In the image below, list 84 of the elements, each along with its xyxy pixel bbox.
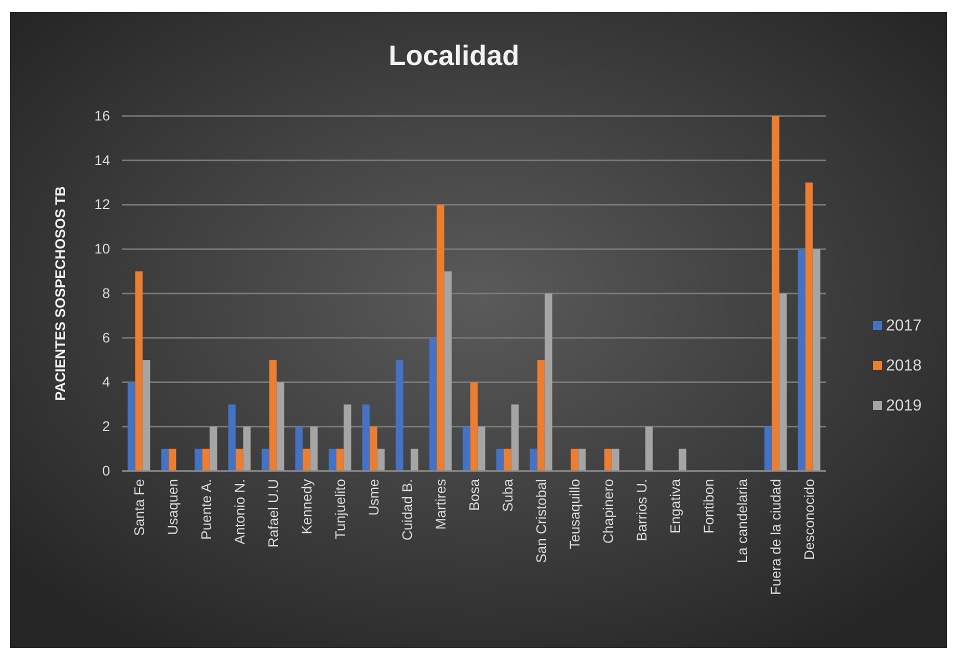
x-tick-label: Martires	[432, 479, 448, 530]
x-tick-label: Fuera de la ciudad	[767, 479, 784, 595]
bar	[470, 382, 478, 471]
bar	[772, 116, 780, 471]
x-tick-label: Rafael U.U	[264, 479, 281, 548]
bar	[444, 271, 452, 471]
bar	[194, 448, 202, 471]
bar	[344, 404, 352, 471]
x-tick-label: Suba	[499, 478, 516, 512]
legend-label: 2017	[886, 318, 922, 335]
y-tick-label: 2	[102, 418, 110, 434]
x-tick-label: Fontibon	[700, 479, 716, 534]
x-tick-label: Tunjuelito	[332, 478, 348, 540]
bar	[678, 448, 686, 471]
bar	[504, 448, 512, 471]
legend-label: 2018	[886, 358, 922, 375]
x-tick-label: Puente A.	[198, 479, 214, 540]
bar	[336, 448, 344, 471]
x-tick-label: Usme	[365, 478, 382, 516]
bar	[436, 204, 444, 471]
bar	[396, 360, 404, 471]
bar	[805, 182, 813, 471]
bar	[202, 448, 210, 471]
bar	[228, 404, 236, 471]
bar	[410, 448, 418, 471]
x-tick-label: Barrios U.	[633, 479, 650, 542]
bar	[462, 426, 470, 471]
bar	[429, 338, 437, 471]
bar	[295, 426, 303, 471]
bar	[236, 448, 244, 471]
bar	[142, 360, 150, 471]
bar	[578, 448, 586, 471]
y-tick-label: 4	[102, 374, 110, 390]
x-tick-label: Usaquen	[164, 479, 180, 536]
bar	[362, 404, 370, 471]
bar	[779, 294, 787, 471]
bar	[328, 448, 336, 471]
bar	[537, 360, 545, 471]
bar	[612, 448, 620, 471]
bar	[511, 404, 519, 471]
y-tick-label: 8	[102, 284, 110, 301]
bar	[764, 426, 772, 471]
bar	[135, 271, 143, 471]
bar	[370, 426, 378, 471]
x-tick-label: La candelaria	[734, 478, 750, 564]
y-tick-label: 12	[94, 196, 110, 212]
chart-title: Localidad	[388, 40, 520, 71]
bar	[478, 426, 486, 471]
bar	[302, 448, 310, 471]
y-tick-label: 0	[102, 462, 110, 478]
x-tick-label: Chapinero	[600, 478, 616, 544]
legend-label: 2019	[886, 398, 922, 415]
bar	[530, 448, 538, 471]
x-tick-label: Santa Fe	[130, 478, 147, 536]
y-tick-label: 10	[94, 240, 110, 257]
x-tick-label: Engativa	[666, 478, 683, 534]
bar	[798, 249, 806, 471]
bar	[262, 448, 270, 471]
bar	[645, 426, 653, 471]
bar	[168, 448, 176, 471]
y-tick-label: 16	[94, 107, 110, 124]
bar	[210, 426, 218, 471]
x-tick-label: Teusaquillo	[566, 478, 582, 550]
bar	[310, 426, 318, 471]
bar	[161, 448, 169, 471]
bar	[544, 294, 552, 471]
bar	[496, 448, 504, 471]
bar	[128, 382, 136, 471]
x-tick-label: Desconocido	[800, 478, 817, 560]
y-tick-label: 14	[94, 152, 110, 168]
bar	[377, 448, 385, 471]
bar	[604, 448, 612, 471]
bar	[570, 448, 578, 471]
bar	[812, 249, 820, 471]
y-tick-label: 6	[102, 329, 110, 346]
x-tick-label: Antonio N.	[231, 479, 248, 544]
x-tick-label: Kennedy	[298, 479, 314, 534]
y-axis-title: PACIENTES SOSPECHOSOS TB	[52, 186, 68, 401]
x-tick-label: San Cristobal	[532, 479, 549, 564]
x-tick-label: Cuidad B.	[398, 479, 415, 540]
bar	[269, 360, 277, 471]
x-tick-label: Bosa	[466, 478, 482, 511]
bar	[276, 382, 284, 471]
bar	[243, 426, 251, 471]
